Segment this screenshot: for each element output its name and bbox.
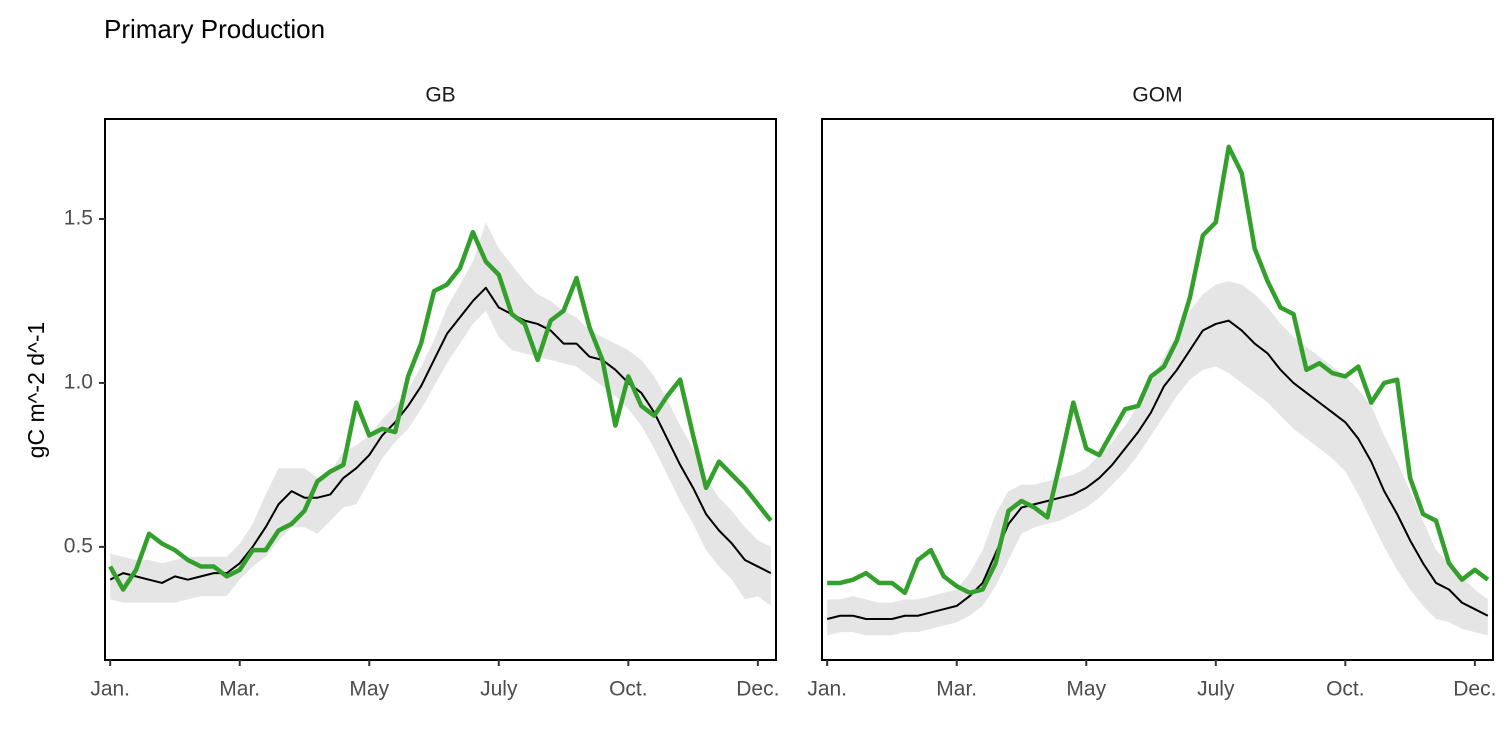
x-tick-label: Oct. (609, 678, 648, 701)
series-line (827, 144, 1490, 596)
y-tick-label: 1.0 (64, 370, 93, 393)
y-axis-label: gC m^-2 d^-1 (23, 322, 49, 459)
chart-title: Primary Production (104, 14, 325, 44)
panel-border (104, 118, 777, 661)
series-line (826, 319, 1489, 621)
x-tick-label: Dec. (1453, 678, 1496, 701)
y-tick-label: 1.5 (64, 207, 93, 230)
facet-label: GB (425, 84, 455, 107)
series-line (108, 229, 773, 592)
x-tick-label: Mar. (936, 678, 977, 701)
panel-border (821, 118, 1494, 661)
x-tick-label: Mar. (219, 678, 260, 701)
x-tick-label: Oct. (1326, 678, 1365, 701)
x-tick-label: May (1066, 678, 1106, 701)
x-tick-label: Dec. (736, 678, 779, 701)
ribbon (110, 222, 771, 606)
y-tick-label: 0.5 (64, 534, 93, 557)
x-tick-label: Jan. (90, 678, 130, 701)
x-tick-label: May (349, 678, 389, 701)
x-tick-label: Jan. (807, 678, 847, 701)
ribbon (827, 281, 1488, 636)
x-tick-label: July (1197, 678, 1235, 701)
facet-label: GOM (1132, 84, 1182, 107)
x-tick-label: July (480, 678, 518, 701)
